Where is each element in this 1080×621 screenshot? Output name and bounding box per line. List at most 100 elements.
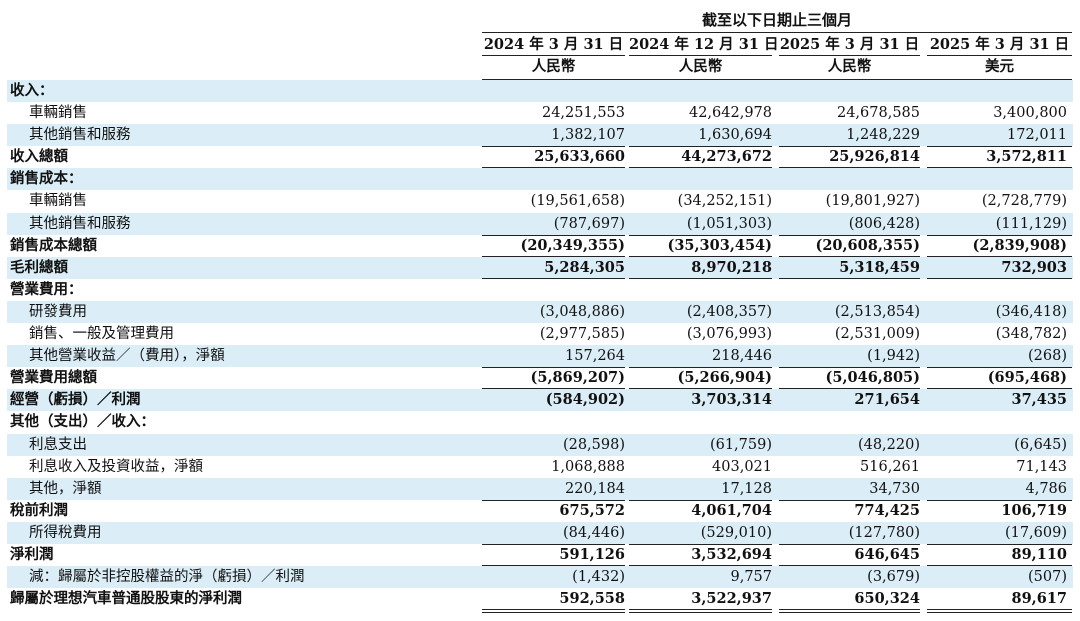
row-label: 利息收入及投資收益，淨額 (29, 458, 203, 475)
subtotal-rule (779, 234, 920, 236)
table-row: 稅前利潤 675,572 4,061,704 774,425 106,719 (7, 499, 1073, 522)
row-value: (346,418) (995, 303, 1067, 320)
header-bottom-rule (482, 79, 1072, 80)
total-rule (779, 255, 920, 257)
row-value: 157,264 (565, 348, 625, 365)
total-rule (482, 277, 625, 279)
total-rule (779, 388, 920, 390)
table-row: 利息收入及投資收益，淨額 1,068,888 403,021 516,261 71,14… (7, 456, 1073, 478)
row-value: 1,068,888 (551, 458, 625, 475)
row-value: 218,446 (712, 348, 772, 365)
row-value: 3,572,811 (986, 148, 1067, 166)
row-label: 所得稅費用 (29, 524, 102, 541)
row-value: 106,719 (1001, 501, 1067, 519)
total-rule (927, 565, 1072, 567)
subtotal-rule (482, 543, 625, 545)
subtotal-rule (629, 367, 772, 369)
total-rule (927, 167, 1072, 169)
row-label: 營業費用： (10, 280, 83, 298)
row-value: 25,633,660 (534, 148, 625, 166)
row-label: 歸屬於理想汽車普通股股東的淨利潤 (10, 590, 242, 608)
row-value: (19,561,658) (530, 193, 625, 210)
row-value: 591,126 (559, 545, 625, 563)
row-value: (695,468) (987, 369, 1067, 387)
row-label: 稅前利潤 (10, 501, 68, 519)
row-value: 5,284,305 (544, 258, 625, 276)
row-value: 17,128 (721, 480, 772, 497)
row-value: (1,051,303) (686, 215, 772, 232)
total-rule (779, 609, 920, 611)
total-rule (629, 255, 772, 257)
row-value: 271,654 (854, 391, 920, 409)
table-row: 車輛銷售 (19,561,658) (34,252,151) (19,801,927)… (7, 190, 1073, 212)
row-value: 172,011 (1007, 127, 1067, 144)
column-currency: 人民幣 (827, 58, 872, 75)
subtotal-rule (927, 234, 1072, 236)
total-rule (482, 167, 625, 169)
row-value: 24,251,553 (541, 105, 625, 122)
row-value: (5,869,207) (530, 369, 625, 387)
row-value: 42,642,978 (688, 105, 772, 122)
table-row: 其他銷售和服務 1,382,107 1,630,694 1,248,229 172,01… (7, 124, 1073, 147)
subtotal-rule (927, 367, 1072, 369)
row-value: 3,532,694 (691, 545, 772, 563)
row-label: 其他，淨額 (29, 480, 102, 497)
row-value: 646,645 (854, 545, 920, 563)
row-value: 650,324 (854, 590, 920, 608)
row-value: (3,076,993) (686, 326, 772, 343)
row-value: (19,801,927) (825, 193, 920, 210)
table-row: 營業費用總額 (5,869,207) (5,266,904) (5,046,805) (… (7, 367, 1073, 390)
subtotal-rule (927, 146, 1072, 148)
row-value: (2,977,585) (539, 326, 625, 343)
row-value: (48,220) (857, 436, 920, 453)
row-value: (20,608,355) (815, 236, 920, 254)
double-total-rule (927, 612, 1072, 614)
row-value: 8,970,218 (691, 258, 772, 276)
subtotal-rule (779, 367, 920, 369)
row-label: 其他銷售和服務 (29, 215, 131, 232)
row-value: (268) (1028, 348, 1067, 365)
subtotal-rule (482, 499, 625, 501)
row-value: 5,318,459 (839, 258, 920, 276)
row-label: 利息支出 (29, 436, 87, 453)
total-rule (779, 167, 920, 169)
row-value: (1,432) (572, 569, 625, 586)
row-label: 毛利總額 (10, 258, 68, 276)
row-value: (584,902) (545, 391, 625, 409)
table-row: 所得稅費用 (84,446) (529,010) (127,780) (17,609) (7, 521, 1073, 544)
table-header: 截至以下日期止三個月 2024 年 3 月 31 日 人民幣 2024 年 12… (0, 0, 1080, 80)
row-value: (28,598) (562, 436, 625, 453)
subtotal-rule (927, 543, 1072, 545)
row-value: (35,303,454) (667, 236, 772, 254)
row-value: (5,046,805) (825, 369, 920, 387)
row-label: 淨利潤 (10, 545, 54, 563)
total-rule (482, 609, 625, 611)
row-value: 24,678,585 (836, 105, 920, 122)
total-rule (482, 255, 625, 257)
table-row: 利息支出 (28,598) (61,759) (48,220) (6,645) (7, 433, 1073, 456)
subtotal-rule (482, 146, 625, 148)
row-label: 其他銷售和服務 (29, 127, 131, 144)
total-rule (629, 609, 772, 611)
row-label: 車輛銷售 (29, 105, 87, 122)
subtotal-rule (779, 499, 920, 501)
row-value: 4,786 (1025, 480, 1067, 497)
subtotal-rule (482, 367, 625, 369)
row-label: 營業費用總額 (10, 369, 97, 387)
column-date: 2025 年 3 月 31 日 (779, 34, 920, 56)
total-rule (482, 388, 625, 390)
row-value: 89,617 (1011, 590, 1068, 608)
row-value: (17,609) (1004, 524, 1067, 541)
column-header-3: 2025 年 3 月 31 日 人民幣 (779, 34, 920, 80)
row-value: (34,252,151) (677, 193, 772, 210)
row-label: 研發費用 (29, 303, 87, 320)
row-value: 44,273,672 (681, 148, 772, 166)
column-currency: 人民幣 (531, 58, 576, 75)
row-value: (2,408,357) (686, 303, 772, 320)
row-value: 4,061,704 (691, 501, 772, 519)
column-header-2: 2024 年 12 月 31 日 人民幣 (629, 34, 778, 80)
row-value: (5,266,904) (677, 369, 772, 387)
table-row: 銷售成本： (7, 168, 1073, 191)
subtotal-rule (482, 234, 625, 236)
total-rule (629, 167, 772, 169)
